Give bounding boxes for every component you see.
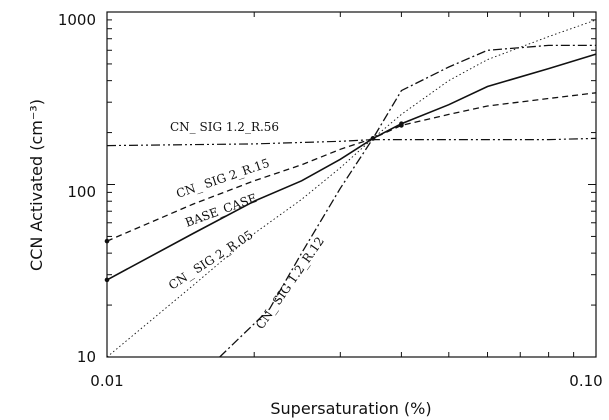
series-line-0	[106, 53, 597, 281]
y-tick-label-1000: 1000	[58, 11, 96, 29]
series-point-1-6	[399, 123, 404, 128]
series-line-1	[106, 92, 597, 242]
annotation-base-case: BASE_CASE	[183, 191, 259, 230]
y-tick-label-10: 10	[77, 348, 96, 366]
plot-frame	[106, 11, 597, 358]
series-line-3	[219, 44, 596, 358]
series-annotations: CN_ SIG 1.2_R.56 CN_ SIG 2_R.15 BASE_CAS…	[166, 120, 327, 332]
x-axis-title: Supersaturation (%)	[270, 399, 431, 418]
annotation-sig2-r05: CN_ SIG 2_R.05	[166, 228, 256, 293]
series-point-0-0	[104, 277, 110, 283]
y-axis-title: CCN Activated (cm⁻³)	[27, 99, 46, 271]
annotation-sig2-r15: CN_ SIG 2_R.15	[174, 156, 271, 201]
annotation-sig12-r56: CN_ SIG 1.2_R.56	[170, 120, 279, 134]
series-lines	[104, 19, 597, 358]
series-point-1-0	[104, 238, 110, 244]
y-tick-label-100: 100	[67, 183, 96, 201]
series-point-1-5	[370, 136, 376, 141]
x-tick-label-0.01: 0.01	[90, 372, 123, 390]
annotation-sig12-r12: CN_ SIG 1.2_R.12	[253, 234, 327, 331]
x-tick-label-0.10: 0.10	[569, 372, 602, 390]
axis-ticks	[106, 11, 597, 358]
series-line-4	[106, 137, 597, 147]
